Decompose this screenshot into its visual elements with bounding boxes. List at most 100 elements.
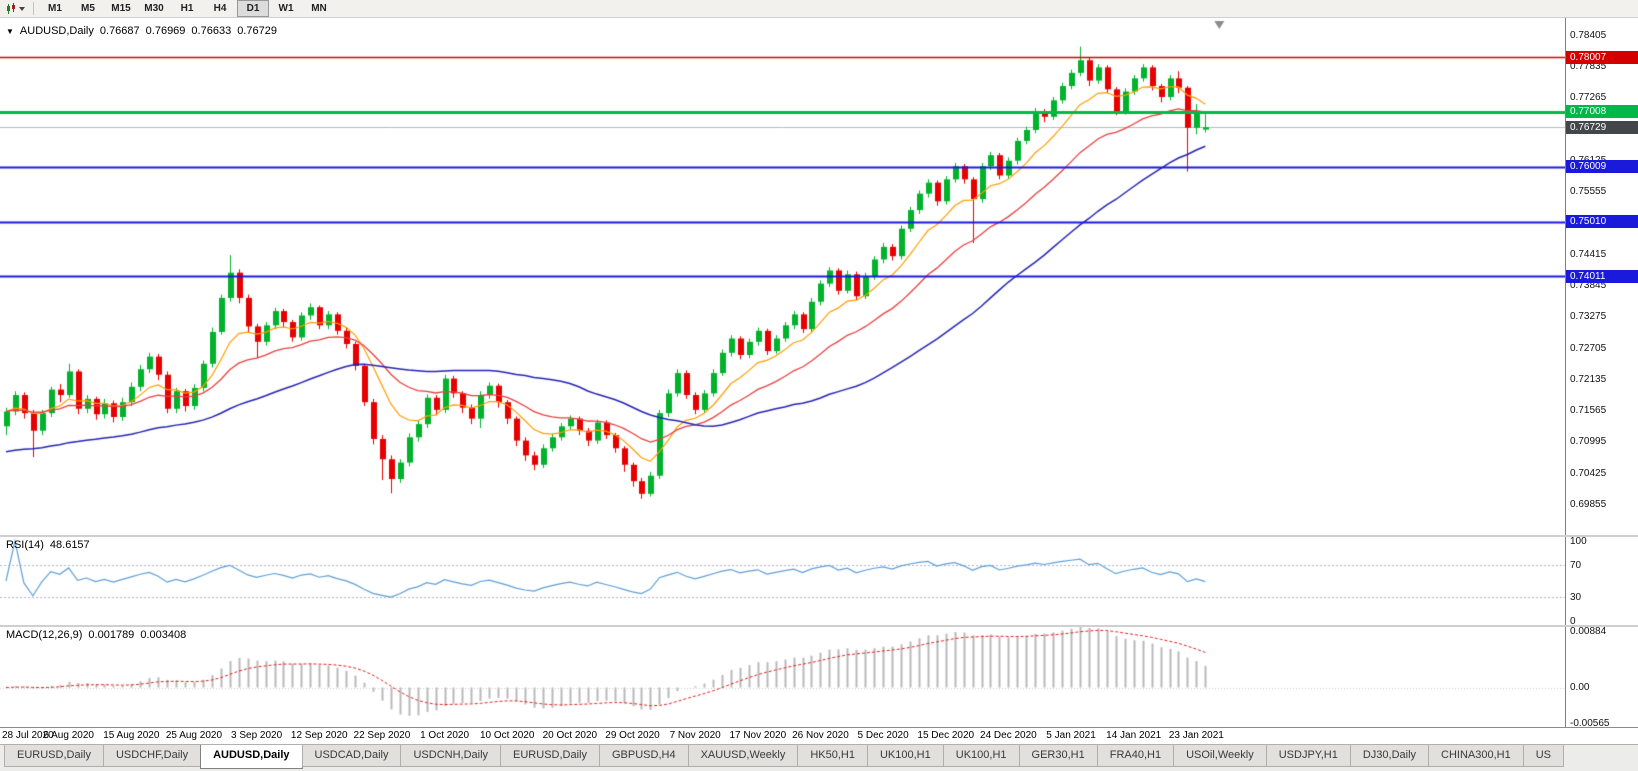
timeframe-button-mn[interactable]: MN (311, 3, 327, 14)
chart-tab-audusd-daily[interactable]: AUDUSD,Daily (200, 745, 303, 769)
date-tick-label: 28 Jul 2020 (2, 730, 54, 741)
date-tick-label: 25 Aug 2020 (165, 730, 223, 741)
price-tick-label: 100 (1570, 537, 1587, 547)
price-tick-label: 0.00884 (1570, 627, 1607, 637)
rsi-canvas[interactable] (0, 537, 1565, 625)
price-level-badge: 0.76729 (1566, 120, 1638, 134)
price-tick-label: 0.74415 (1570, 248, 1607, 260)
macd-axis[interactable]: 0.00884 0.00 -0.00565 (1565, 627, 1638, 727)
chart-type-button[interactable] (3, 1, 28, 17)
timeframe-button-m1[interactable]: M1 (48, 3, 62, 14)
date-tick-label: 12 Sep 2020 (290, 730, 348, 741)
price-level-badge: 0.76009 (1566, 160, 1638, 174)
price-tick-label: 0.78405 (1570, 29, 1607, 41)
price-tick-label: 0.77835 (1570, 61, 1607, 73)
price-tick-label: 0.73275 (1570, 311, 1607, 323)
time-axis[interactable]: 28 Jul 2020 6 Aug 2020 15 Aug 2020 25 Aug 2… (0, 727, 1638, 745)
chart-tab-eurusd-daily[interactable]: EURUSD,Daily (4, 745, 104, 767)
price-tick-label: 0.75555 (1570, 186, 1607, 198)
chart-tab-dj30-daily[interactable]: DJ30,Daily (1349, 745, 1430, 767)
macd-header: MACD(12,26,9) 0.001789 0.003408 (6, 629, 186, 641)
price-level-badge: 0.74011 (1566, 269, 1638, 283)
toolbar-separator (33, 2, 34, 15)
price-tick-label: 0.00 (1570, 682, 1590, 693)
timeframe-button-m5[interactable]: M5 (81, 3, 95, 14)
date-tick-label: 7 Nov 2020 (669, 730, 721, 741)
caret-down-icon (19, 6, 25, 11)
price-level-badge: 0.78007 (1566, 50, 1638, 64)
price-tick-label: 30 (1570, 591, 1582, 603)
chart-tab-fra40-h1[interactable]: FRA40,H1 (1096, 745, 1175, 767)
chart-tab-usdjpy-h1[interactable]: USDJPY,H1 (1265, 745, 1351, 767)
pane-splitter[interactable] (0, 625, 1638, 627)
low-value: 0.76633 (191, 25, 232, 37)
macd-indicator-name: MACD(12,26,9) (6, 629, 83, 641)
date-tick-label: 15 Aug 2020 (103, 730, 160, 741)
chart-tab-eurusd-daily[interactable]: EURUSD,Daily (500, 745, 600, 767)
chart-tab-uk100-h1[interactable]: UK100,H1 (942, 745, 1020, 767)
date-tick-label: 3 Sep 2020 (231, 730, 283, 741)
chart-ohlc-header: ▼ AUDUSD,Daily 0.76687 0.76969 0.76633 0… (6, 25, 277, 37)
rsi-indicator-value: 48.6157 (49, 539, 90, 551)
timeframe-button-h1[interactable]: H1 (180, 3, 194, 14)
timeframe-button-m15[interactable]: M15 (111, 3, 131, 14)
date-tick-label: 5 Jan 2021 (1046, 730, 1096, 741)
price-level-badge: 0.75010 (1566, 215, 1638, 229)
chart-tab-xauusd-weekly[interactable]: XAUUSD,Weekly (687, 745, 799, 767)
chart-tab-bar: EURUSD,Daily USDCHF,Daily AUDUSD,Daily USDC… (0, 744, 1638, 771)
timeframe-button-h4[interactable]: H4 (213, 3, 227, 14)
top-toolbar: M1 M5 M15 M30 H1 H4 D1 W1 MN (0, 0, 1638, 18)
timeframe-button-group: M1 M5 M15 M30 H1 H4 D1 W1 MN (39, 0, 335, 17)
timeframe-button-d1[interactable]: D1 (237, 0, 269, 17)
rsi-indicator-name: RSI(14) (6, 539, 44, 551)
price-level-badge: 0.77008 (1566, 105, 1638, 119)
price-tick-label: 0.73845 (1570, 280, 1607, 292)
date-tick-label: 10 Oct 2020 (479, 730, 535, 741)
price-tick-label: 0 (1570, 615, 1576, 626)
symbol-dropdown-icon[interactable]: ▼ (6, 26, 14, 36)
chart-tab-uk100-h1[interactable]: UK100,H1 (866, 745, 944, 767)
price-tick-label: 0.69855 (1570, 499, 1607, 511)
pane-splitter[interactable] (0, 535, 1638, 537)
rsi-axis[interactable]: 100 70 30 0 (1565, 537, 1638, 625)
symbol-period-label: AUDUSD,Daily (19, 25, 94, 37)
price-tick-label: 0.70995 (1570, 436, 1607, 448)
date-tick-label: 23 Jan 2021 (1168, 730, 1224, 741)
date-tick-label: 1 Oct 2020 (420, 730, 470, 741)
date-tick-label: 14 Jan 2021 (1106, 730, 1162, 741)
chart-tab-usdcad-daily[interactable]: USDCAD,Daily (301, 745, 402, 767)
candlestick-chart-icon (6, 2, 17, 15)
rsi-header: RSI(14) 48.6157 (6, 539, 90, 551)
date-tick-label: 15 Dec 2020 (917, 730, 975, 741)
price-tick-label: 0.70425 (1570, 467, 1607, 479)
main-chart-pane: ▼ AUDUSD,Daily 0.76687 0.76969 0.76633 0… (0, 18, 1638, 535)
chart-tab-us[interactable]: US (1522, 745, 1565, 767)
chart-tab-hk50-h1[interactable]: HK50,H1 (797, 745, 868, 767)
chart-tab-china300-h1[interactable]: CHINA300,H1 (1428, 745, 1524, 767)
price-tick-label: -0.00565 (1570, 717, 1610, 727)
date-tick-label: 22 Sep 2020 (353, 730, 411, 741)
close-value: 0.76729 (237, 25, 277, 37)
macd-canvas[interactable] (0, 627, 1565, 727)
timeframe-button-w1[interactable]: W1 (278, 3, 294, 14)
date-tick-label: 24 Dec 2020 (980, 730, 1037, 741)
chart-tab-gbpusd-h4[interactable]: GBPUSD,H4 (599, 745, 689, 767)
chart-tab-usdcnh-daily[interactable]: USDCNH,Daily (400, 745, 502, 767)
date-tick-label: 17 Nov 2020 (729, 730, 787, 741)
macd-pane: MACD(12,26,9) 0.001789 0.003408 0.00884 0… (0, 627, 1638, 727)
rsi-pane: RSI(14) 48.6157 100 70 30 0 (0, 537, 1638, 625)
macd-main-value: 0.001789 (88, 629, 135, 641)
chart-tab-usdchf-daily[interactable]: USDCHF,Daily (102, 745, 202, 767)
chart-tab-ger30-h1[interactable]: GER30,H1 (1018, 745, 1098, 767)
open-value: 0.76687 (99, 25, 140, 37)
timeframe-button-m30[interactable]: M30 (144, 3, 164, 14)
date-tick-label: 5 Dec 2020 (857, 730, 909, 741)
chart-tab-usoil-weekly[interactable]: USOil,Weekly (1173, 745, 1267, 767)
price-tick-label: 70 (1570, 559, 1582, 571)
price-tick-label: 0.71565 (1570, 405, 1607, 417)
price-axis[interactable]: 0.784050.778350.772650.766950.761250.755… (1565, 18, 1638, 535)
macd-signal-value: 0.003408 (140, 629, 187, 641)
main-chart-canvas[interactable] (0, 18, 1565, 535)
date-tick-label: 6 Aug 2020 (43, 730, 94, 741)
